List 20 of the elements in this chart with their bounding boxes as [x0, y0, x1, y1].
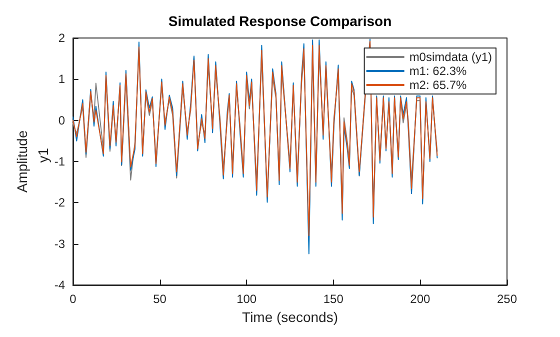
- x-tick-label: 150: [323, 292, 344, 306]
- y-tick-label: 1: [58, 72, 66, 86]
- y-tick-label: -3: [54, 236, 66, 251]
- text: y1: [35, 148, 51, 163]
- y-tick-label: -1: [54, 154, 66, 168]
- y-tick-label: 2: [58, 31, 66, 45]
- x-tick-label: 0: [70, 292, 77, 306]
- y-tick-label: 0: [58, 113, 66, 128]
- y-tick-label: -4: [54, 278, 66, 292]
- x-tick-label: 200: [410, 292, 431, 306]
- legend-label: m0simdata (y1): [409, 50, 492, 64]
- y-tick-label: -2: [54, 196, 66, 210]
- x-tick-label: 250: [496, 292, 518, 306]
- x-axis-title: Time (seconds): [242, 308, 338, 325]
- chart-title: Simulated Response Comparison: [168, 13, 392, 29]
- legend-label: m2: 65.7%: [409, 78, 468, 92]
- y-axis-title: Amplitude: [14, 130, 30, 193]
- legend-label: m1: 62.3%: [409, 64, 468, 78]
- x-tick-label: 50: [153, 292, 167, 306]
- x-tick-label: 100: [236, 292, 257, 306]
